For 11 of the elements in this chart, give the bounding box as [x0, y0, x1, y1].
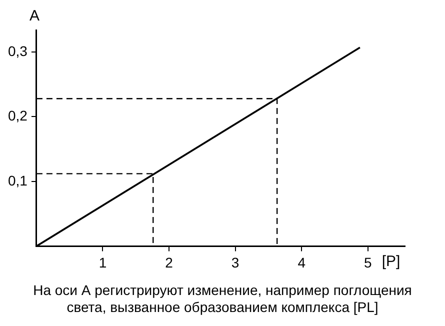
x-axis-title: [P] [382, 252, 400, 270]
text: На оси А регистрируют изменение, например поглощения света, вызванное образованием комплекса [PL] [32, 281, 413, 316]
y-tick-label: 0,3 [8, 42, 28, 59]
x-tick-label: 1 [98, 254, 107, 270]
x-tick-label: 5 [364, 254, 372, 270]
x-tick-label: 3 [231, 254, 240, 270]
y-axis-title: A [29, 8, 40, 25]
x-tick-label: 4 [298, 254, 306, 270]
x-tick-label: 2 [165, 254, 174, 270]
y-tick-label: 0,2 [8, 108, 28, 124]
y-tick-label: 0,1 [8, 172, 28, 188]
